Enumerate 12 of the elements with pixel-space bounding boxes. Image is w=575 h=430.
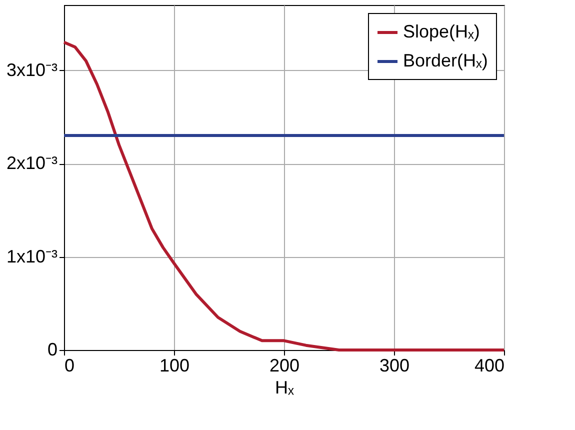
y-tick-label: 2x10⁻³ — [6, 153, 58, 174]
y-tick-label: 0 — [47, 340, 58, 360]
x-axis-title: Hₓ — [275, 378, 294, 398]
legend-label: Slope(Hₓ) — [403, 22, 480, 42]
y-tick-label: 1x10⁻³ — [6, 246, 58, 266]
x-tick-label: 300 — [379, 356, 410, 376]
x-tick-label: 0 — [64, 356, 75, 376]
x-tick-label: 400 — [474, 356, 504, 376]
x-tick-label: 100 — [159, 356, 190, 376]
x-tick-label: 200 — [269, 356, 300, 376]
y-tick-label: 3x10⁻³ — [6, 60, 58, 80]
legend-label: Border(Hₓ) — [403, 50, 488, 70]
